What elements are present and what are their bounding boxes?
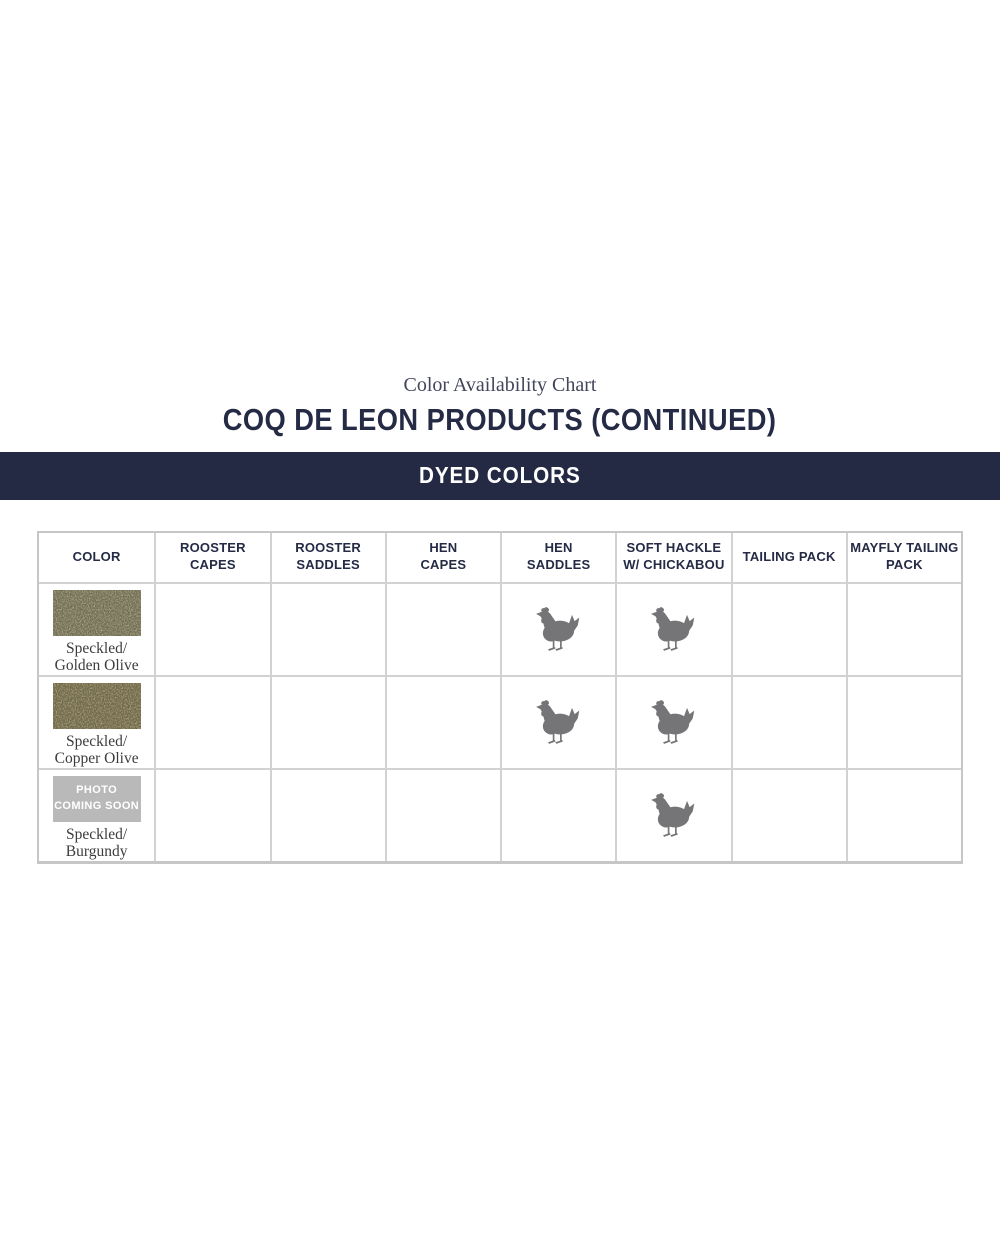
availability-cell <box>845 581 961 675</box>
color-swatch-photo <box>52 682 141 729</box>
color-name: Speckled/ Golden Olive <box>54 639 139 675</box>
availability-cell <box>845 767 961 861</box>
availability-cell <box>384 767 500 861</box>
availability-cell <box>269 674 385 768</box>
availability-cell <box>269 581 385 675</box>
hen-icon <box>535 606 579 651</box>
availability-cell <box>154 674 270 768</box>
availability-cell <box>615 581 731 675</box>
color-swatch-photo <box>52 589 141 636</box>
column-header-color: COLOR <box>72 548 121 564</box>
column-header-hen-capes: HEN CAPES <box>384 532 500 582</box>
color-cell: Speckled/ Copper Olive <box>39 674 155 768</box>
availability-cell <box>269 767 385 861</box>
availability-cell <box>730 581 846 675</box>
column-header-rooster-saddles: ROOSTER SADDLES <box>269 532 385 582</box>
availability-cell <box>615 767 731 861</box>
hen-icon <box>650 606 695 651</box>
hen-icon <box>650 699 695 744</box>
photo-coming-soon-placeholder: PHOTO COMING SOON <box>52 775 141 822</box>
availability-cell <box>730 767 846 861</box>
availability-cell <box>615 674 731 768</box>
availability-table: COLOR ROOSTER CAPES ROOSTER SADDLES HEN … <box>37 530 963 864</box>
availability-cell <box>384 581 500 675</box>
color-cell: Speckled/ Golden Olive <box>39 581 155 675</box>
availability-cell <box>500 767 616 861</box>
hen-icon <box>650 792 695 837</box>
page-title: COQ DE LEON PRODUCTS (CONTINUED) <box>0 402 1000 438</box>
section-banner: DYED COLORS <box>0 451 1000 500</box>
page-title-text: COQ DE LEON PRODUCTS (CONTINUED) <box>223 402 777 437</box>
section-banner-label: DYED COLORS <box>419 462 581 489</box>
hen-icon <box>535 699 579 744</box>
column-header-tailing-pack: TAILING PACK <box>730 532 846 582</box>
column-header-rooster-capes: ROOSTER CAPES <box>154 532 269 582</box>
column-header-soft-hackle: SOFT HACKLE W/ CHICKABOU <box>615 532 730 582</box>
availability-cell <box>154 767 270 861</box>
chart-subtitle: Color Availability Chart <box>403 374 597 396</box>
availability-cell <box>845 674 961 768</box>
availability-cell <box>384 674 500 768</box>
availability-cell <box>500 581 616 675</box>
availability-cell <box>154 581 270 675</box>
column-header-hen-saddles: HEN SADDLES <box>500 532 615 582</box>
availability-cell <box>730 674 846 768</box>
color-name: Speckled/ Burgundy <box>65 825 128 861</box>
color-name: Speckled/ Copper Olive <box>54 732 139 768</box>
color-cell: PHOTO COMING SOON Speckled/ Burgundy <box>39 767 155 861</box>
column-header-mayfly-tailing-pack: MAYFLY TAILING PACK <box>845 532 961 582</box>
availability-cell <box>500 674 616 768</box>
